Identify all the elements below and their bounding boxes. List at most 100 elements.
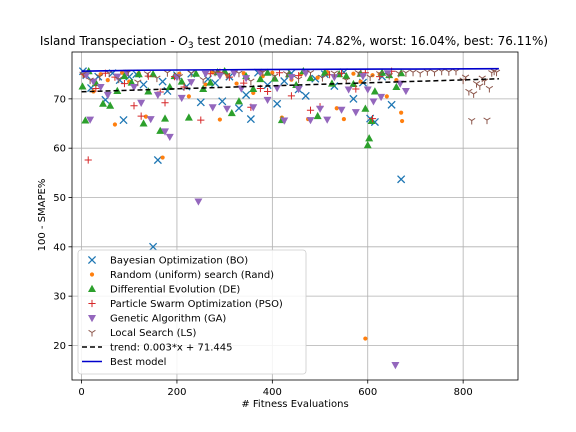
data-point-Rand (270, 70, 275, 75)
data-point-LS (187, 70, 195, 78)
data-point-PSO (287, 92, 296, 100)
data-point-DE (127, 78, 136, 86)
legend-marker (88, 329, 96, 337)
legend-label: Genetic Algorithm (GA) (110, 314, 226, 325)
data-point-GA (223, 105, 232, 113)
legend-marker (88, 315, 96, 323)
data-point-GA (86, 116, 95, 124)
data-point-LS (79, 71, 87, 79)
data-point-LS (318, 75, 327, 82)
data-point-BO (301, 91, 310, 100)
data-point-PSO (84, 156, 92, 164)
data-point-BO (273, 99, 282, 108)
data-point-LS (115, 76, 123, 84)
data-point-Rand (399, 118, 405, 124)
legend-marker (88, 284, 96, 292)
data-point-Rand (160, 155, 165, 160)
data-point-GA (82, 72, 91, 80)
data-point-LS (416, 70, 424, 78)
data-point-LS (465, 88, 473, 96)
data-point-DE (263, 68, 272, 76)
data-point-GA (330, 74, 339, 82)
data-point-GA (263, 96, 272, 105)
data-point-PSO (275, 69, 284, 77)
data-point-GA (377, 93, 386, 102)
best-model-line (81, 67, 499, 73)
data-point-GA (103, 91, 112, 100)
y-tick-label: 50 (53, 193, 66, 204)
data-point-DE (306, 73, 315, 82)
data-point-GA (201, 70, 210, 78)
legend-marker (87, 255, 97, 265)
y-tick-label: 30 (53, 292, 66, 303)
x-axis: 0 200 400 600 800 (78, 380, 473, 398)
data-point-LS (375, 71, 384, 78)
data-point-GA (215, 72, 224, 80)
data-point-GA (383, 70, 392, 78)
data-point-GA (316, 105, 325, 113)
data-point-Rand (315, 75, 320, 80)
data-point-DE (361, 104, 370, 112)
data-point-GA (401, 87, 410, 96)
data-point-LS (294, 76, 303, 84)
x-tick-label: 200 (167, 387, 186, 398)
data-point-BO (153, 155, 162, 165)
data-point-GA (130, 84, 139, 92)
data-point-GA (351, 109, 360, 117)
data-point-DE (78, 82, 87, 90)
legend-item: Random (uniform) search (Rand) (89, 270, 274, 281)
data-point-DE (370, 87, 379, 95)
data-point-DE (106, 101, 115, 109)
data-point-Rand (234, 81, 239, 86)
data-point-DE (184, 113, 193, 121)
data-point-DE (144, 87, 153, 95)
data-point-GA (194, 198, 203, 206)
data-point-BO (139, 80, 148, 89)
x-tick-label: 600 (358, 387, 377, 398)
data-point-PSO (352, 85, 360, 93)
data-point-PSO (197, 116, 205, 124)
data-point-BO (196, 98, 205, 107)
data-point-DE (256, 74, 265, 83)
data-point-BO (242, 90, 251, 99)
data-point-LS (483, 117, 491, 125)
data-point-LS (492, 69, 501, 77)
data-point-DE (134, 69, 143, 78)
data-point-LS (476, 83, 484, 91)
data-point-LS (235, 70, 243, 78)
data-point-LS (223, 72, 231, 80)
data-point-LS (330, 70, 339, 78)
data-point-LS (282, 71, 291, 78)
data-point-GA (306, 117, 315, 125)
data-point-DE (161, 114, 170, 122)
data-point-LS (153, 75, 161, 83)
legend-label: Local Search (LS) (110, 328, 196, 339)
data-point-GA (249, 104, 258, 112)
data-point-PSO (337, 69, 346, 77)
data-point-PSO (206, 70, 214, 78)
data-point-DE (149, 69, 158, 78)
data-point-BO (149, 242, 158, 251)
data-point-LS (134, 79, 142, 87)
data-point-BO (397, 175, 406, 184)
legend-label: Bayesian Optimization (BO) (110, 256, 248, 267)
legend-item: Differential Evolution (DE) (88, 285, 240, 296)
legend-marker (89, 272, 95, 277)
data-point-LS (247, 78, 255, 86)
legend-box (77, 249, 307, 375)
data-point-GA (208, 104, 217, 112)
data-point-LS (438, 68, 446, 76)
x-tick-label: 0 (78, 387, 84, 398)
y-tick-label: 20 (53, 341, 66, 352)
data-point-Rand (105, 78, 110, 83)
data-point-GA (242, 75, 251, 83)
data-point-DE (99, 99, 108, 107)
data-point-PSO (130, 102, 138, 110)
data-point-BO (246, 115, 255, 124)
data-point-DE (367, 116, 376, 125)
data-point-LS (385, 73, 393, 80)
legend-label: trend: 0.003*x + 71.445 (110, 343, 232, 354)
data-point-DE (177, 77, 186, 85)
data-point-LS (163, 70, 172, 77)
data-point-LS (354, 70, 362, 77)
